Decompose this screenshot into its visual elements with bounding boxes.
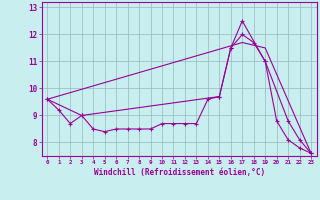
X-axis label: Windchill (Refroidissement éolien,°C): Windchill (Refroidissement éolien,°C) [94, 168, 265, 177]
